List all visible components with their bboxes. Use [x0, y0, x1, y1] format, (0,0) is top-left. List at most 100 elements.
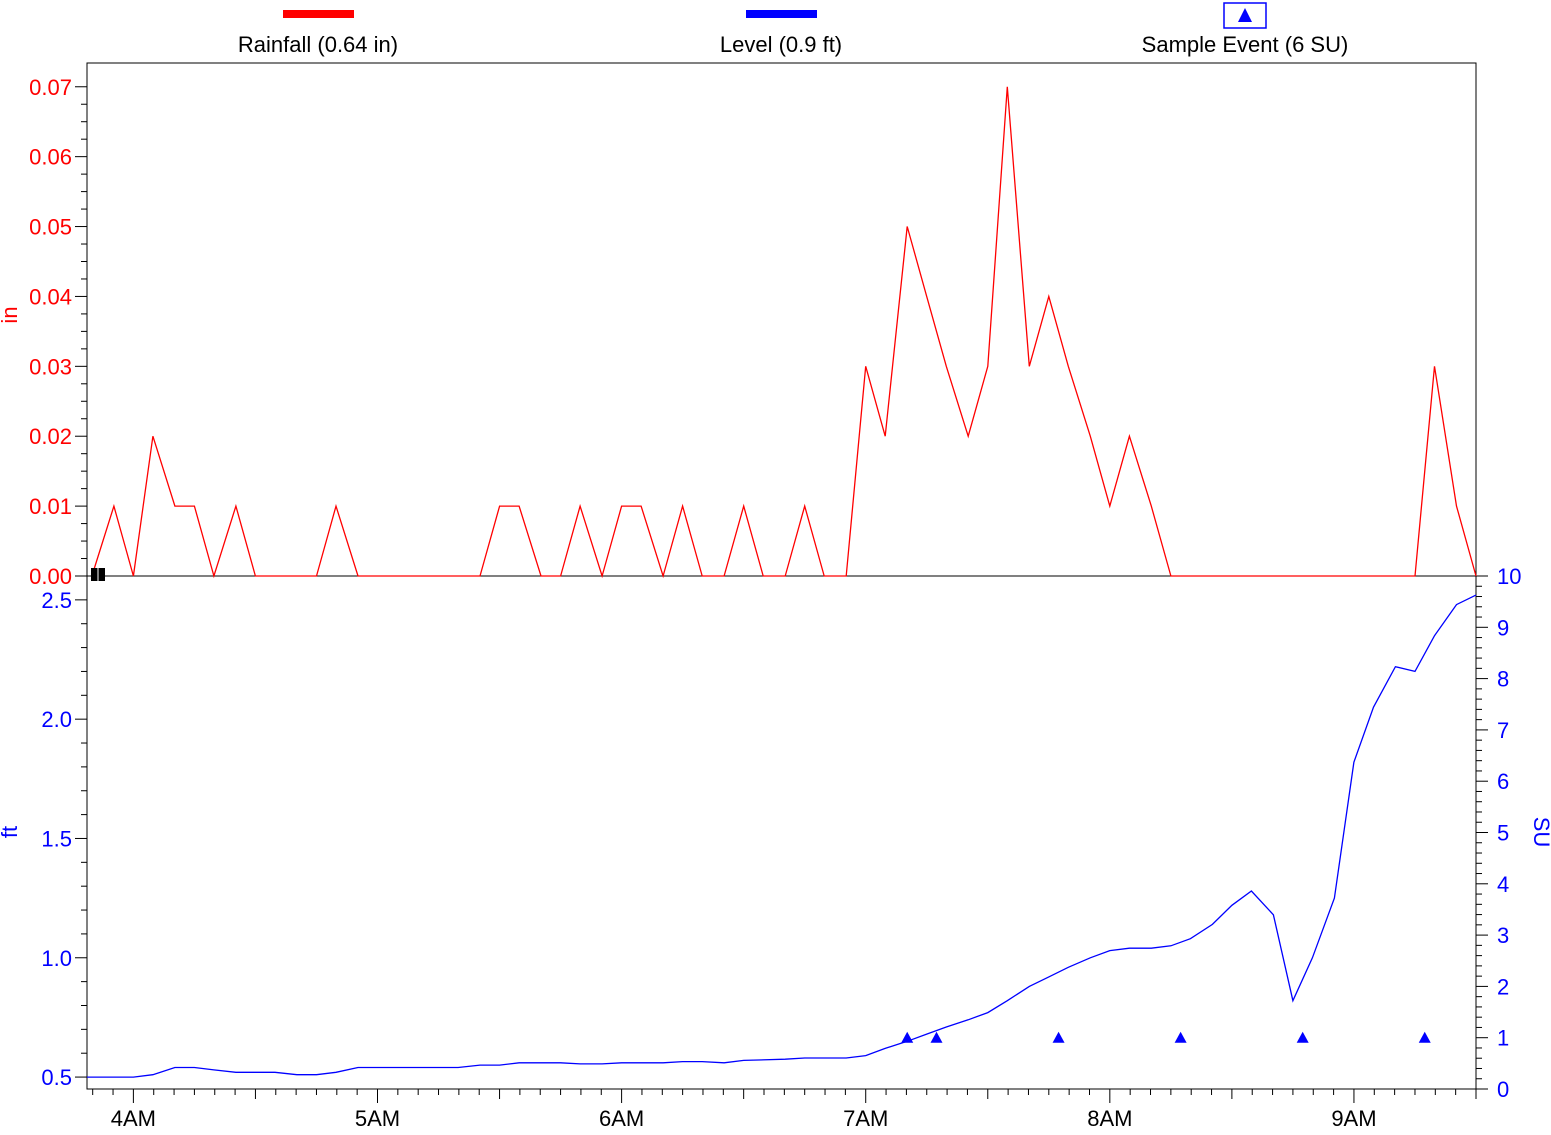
rainfall-data-point — [987, 366, 988, 367]
level-data-point — [1231, 905, 1232, 906]
rainfall-data-point — [682, 506, 683, 507]
level-data-point — [479, 1065, 480, 1066]
rainfall-data-point — [274, 575, 275, 576]
level-data-point — [1273, 914, 1274, 915]
level-data-point — [1029, 986, 1030, 987]
rainfall-data-point — [1090, 436, 1091, 437]
su-y2-tick-label: 3 — [1497, 923, 1509, 948]
rainfall-data-point — [335, 506, 336, 507]
rainfall-y-axis-label: in — [0, 306, 22, 323]
level-data-point — [968, 1019, 969, 1020]
rainfall-data-point — [133, 575, 134, 576]
level-data-point — [1068, 967, 1069, 968]
su-y2-tick-label: 8 — [1497, 667, 1509, 692]
level-data-point — [724, 1062, 725, 1063]
rainfall-data-point — [235, 506, 236, 507]
rainfall-data-point — [1373, 575, 1374, 576]
level-data-point — [560, 1062, 561, 1063]
level-data-point — [1251, 890, 1252, 891]
rainfall-data-point — [194, 506, 195, 507]
x-tick-label: 5AM — [355, 1106, 400, 1130]
level-data-point — [1414, 671, 1415, 672]
level-data-point — [457, 1067, 458, 1068]
level-data-point — [335, 1072, 336, 1073]
rainfall-data-point — [946, 366, 947, 367]
rainfall-data-point — [316, 575, 317, 576]
rainfall-data-point — [113, 506, 114, 507]
level-data-point — [174, 1067, 175, 1068]
rainfall-data-point — [1231, 575, 1232, 576]
rainfall-data-point — [1273, 575, 1274, 576]
level-data-point — [1090, 957, 1091, 958]
rainfall-data-point — [763, 575, 764, 576]
rainfall-data-point — [621, 506, 622, 507]
level-data-point — [518, 1062, 519, 1063]
rainfall-data-point — [702, 575, 703, 576]
rainfall-data-point — [1251, 575, 1252, 576]
level-data-point — [1475, 594, 1476, 595]
legend-triangle-icon — [1238, 8, 1252, 22]
level-data-point — [987, 1012, 988, 1013]
level-data-point — [885, 1048, 886, 1049]
rainfall-data-point — [580, 506, 581, 507]
rainfall-data-point — [418, 575, 419, 576]
rainfall-data-point — [457, 575, 458, 576]
rainfall-plot-frame — [86, 62, 1477, 577]
rainfall-data-point — [743, 506, 744, 507]
rainfall-data-point — [518, 506, 519, 507]
rainfall-data-point — [560, 575, 561, 576]
rainfall-data-point — [641, 506, 642, 507]
rainfall-data-point — [213, 575, 214, 576]
legend-swatch-rainfall — [283, 10, 354, 18]
sample-event-marker — [1418, 1031, 1431, 1043]
rainfall-data-point — [926, 296, 927, 297]
rainfall-data-point — [724, 575, 725, 576]
rainfall-data-point — [1109, 506, 1110, 507]
x-tick-label: 6AM — [599, 1106, 644, 1130]
rainfall-data-point — [438, 575, 439, 576]
rainfall-data-point — [174, 506, 175, 507]
rainfall-data-point — [804, 506, 805, 507]
level-data-point — [804, 1057, 805, 1058]
rainfall-data-point — [907, 226, 908, 227]
rainfall-data-point — [1434, 366, 1435, 367]
level-y-tick-label: 1.5 — [41, 826, 72, 851]
su-y2-tick-label: 1 — [1497, 1026, 1509, 1051]
rainfall-y-tick-label: 0.06 — [29, 145, 72, 170]
level-data-point — [1456, 604, 1457, 605]
su-y2-tick-label: 4 — [1497, 872, 1509, 897]
rainfall-data-point — [1048, 296, 1049, 297]
level-data-point — [1048, 976, 1049, 977]
rainfall-data-point — [396, 575, 397, 576]
x-tick-label: 9AM — [1331, 1106, 1376, 1130]
rainfall-data-point — [499, 506, 500, 507]
rainfall-data-point — [865, 366, 866, 367]
level-data-point — [682, 1061, 683, 1062]
level-y-axis-label: ft — [0, 826, 22, 838]
level-data-point — [1109, 950, 1110, 951]
rainfall-data-point — [1212, 575, 1213, 576]
rainfall-data-point — [1151, 506, 1152, 507]
legend: Rainfall (0.64 in) Level (0.9 ft) Sample… — [238, 2, 1348, 57]
rainfall-data-point — [968, 436, 969, 437]
su-y2-tick-label: 10 — [1497, 564, 1521, 589]
level-data-point — [418, 1067, 419, 1068]
su-y2-tick-label: 2 — [1497, 974, 1509, 999]
legend-label-rainfall: Rainfall (0.64 in) — [238, 32, 398, 57]
level-y-tick-label: 2.0 — [41, 707, 72, 732]
su-y2-tick-label: 9 — [1497, 615, 1509, 640]
level-data-point — [1434, 635, 1435, 636]
level-data-point — [194, 1067, 195, 1068]
rainfall-data-point — [357, 575, 358, 576]
level-data-point — [1292, 1000, 1293, 1001]
level-data-point — [499, 1065, 500, 1066]
rainfall-data-point — [824, 575, 825, 576]
level-data-point — [846, 1057, 847, 1058]
rainfall-data-point — [663, 575, 664, 576]
legend-swatch-level — [746, 10, 817, 18]
rainfall-data-point — [1190, 575, 1191, 576]
level-data-point — [86, 1076, 87, 1077]
rainfall-y-tick-label: 0.02 — [29, 424, 72, 449]
su-y2-tick-label: 6 — [1497, 769, 1509, 794]
level-data-point — [580, 1063, 581, 1064]
